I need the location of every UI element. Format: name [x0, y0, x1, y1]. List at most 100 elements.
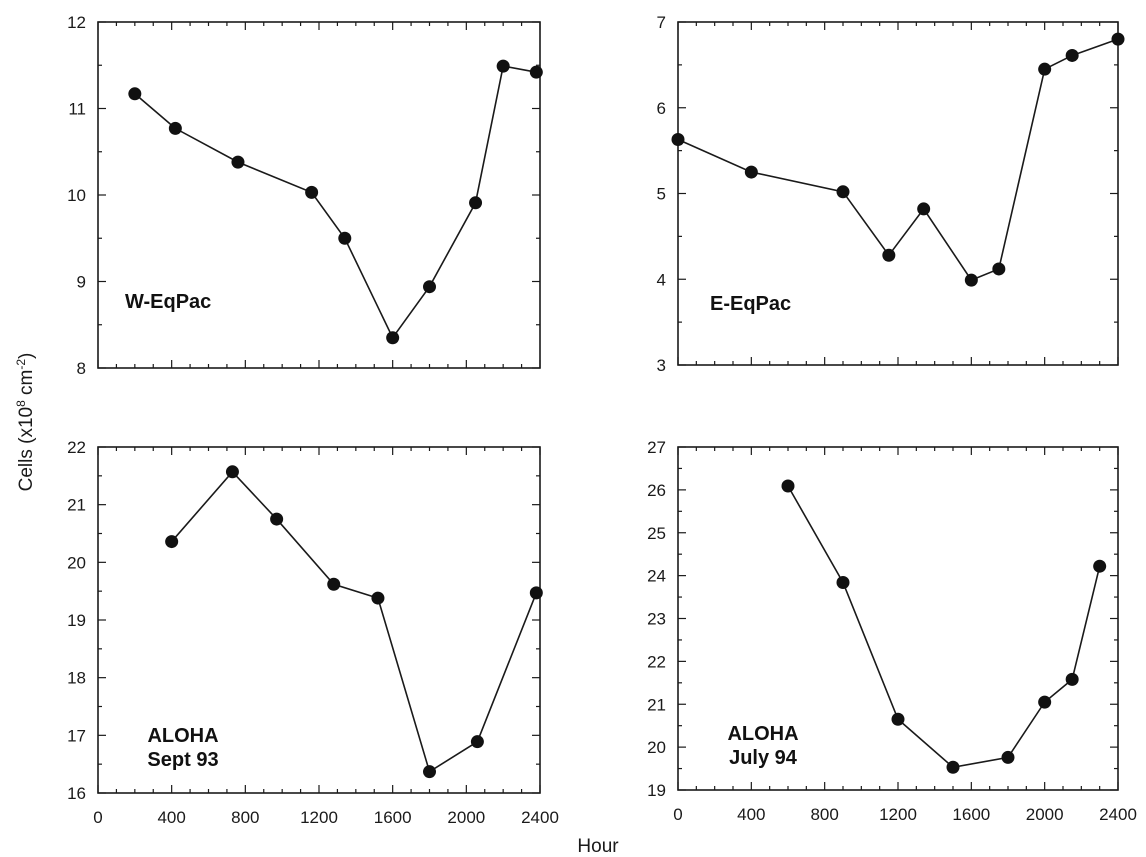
panel-label: July 94	[729, 747, 798, 769]
y-axis-title-unit-exp: -2	[14, 359, 28, 370]
data-point	[1111, 32, 1125, 46]
panel-label: ALOHA	[147, 725, 218, 747]
panel-top-left: 8 9 10 11 12 W-EqPac	[67, 13, 543, 378]
y-tick-label: 19	[67, 611, 86, 630]
y-tick-label: 20	[67, 553, 86, 572]
data-point	[128, 87, 142, 101]
data-point	[882, 248, 896, 262]
data-point	[836, 185, 850, 199]
series-line	[677, 38, 1119, 282]
data-point	[371, 591, 385, 605]
x-tick-label: 800	[231, 808, 259, 827]
data-point	[917, 202, 931, 216]
y-tick-label: 24	[647, 567, 666, 586]
x-tick-label: 800	[810, 805, 838, 824]
y-tick-label: 8	[77, 359, 86, 378]
x-tick-label: 1200	[300, 808, 338, 827]
data-point	[529, 65, 543, 79]
x-tick-label: 0	[673, 805, 682, 824]
panel-label: W-EqPac	[125, 291, 211, 313]
data-point	[1038, 62, 1052, 76]
data-point	[225, 465, 239, 479]
y-tick-label: 22	[647, 652, 666, 671]
data-point	[836, 575, 850, 589]
y-tick-label: 17	[67, 726, 86, 745]
data-point	[386, 331, 400, 345]
data-point	[529, 586, 543, 600]
y-tick-label: 23	[647, 610, 666, 629]
data-point	[496, 59, 510, 73]
panel-bottom-right: 19 20 21 22 23 24 25 26 27 0 400 800 1200 1600 2000 240…	[647, 438, 1137, 824]
data-point	[1065, 48, 1079, 62]
y-tick-label: 25	[647, 524, 666, 543]
x-tick-label: 2400	[1099, 805, 1137, 824]
data-point	[781, 479, 795, 493]
data-point	[423, 280, 436, 294]
data-point	[1093, 559, 1107, 573]
x-tick-label: 2000	[447, 808, 485, 827]
panel-label: E-EqPac	[710, 293, 791, 315]
data-point	[671, 132, 685, 146]
data-point	[168, 121, 182, 135]
y-axis-title-close: )	[16, 353, 37, 359]
x-tick-label: 400	[157, 808, 185, 827]
data-point	[469, 196, 483, 210]
data-point	[1065, 672, 1079, 686]
y-tick-label: 20	[647, 738, 666, 757]
data-point	[964, 273, 978, 287]
panel-bottom-left: 16 17 18 19 20 21 22 0 400 800 1200 1600 2000 2400 ALO…	[67, 438, 559, 827]
y-tick-label: 9	[77, 273, 86, 292]
y-tick-label: 4	[657, 270, 666, 289]
x-tick-label: 1200	[879, 805, 917, 824]
data-point	[891, 712, 905, 726]
data-point	[470, 735, 484, 749]
data-point	[338, 231, 352, 245]
panel-top-right: 3 4 5 6 7 E-EqPac	[657, 13, 1125, 375]
data-point	[231, 155, 245, 169]
y-axis-title: Cells (x108 cm-2)	[14, 353, 37, 492]
y-tick-label: 12	[67, 13, 86, 32]
y-tick-label: 22	[67, 438, 86, 457]
y-tick-label: 10	[67, 186, 86, 205]
x-tick-label: 1600	[952, 805, 990, 824]
plot-frame	[97, 21, 541, 369]
data-point	[423, 765, 436, 779]
y-tick-label: 21	[647, 695, 666, 714]
x-axis-title: Hour	[577, 836, 619, 857]
y-tick-label: 11	[68, 100, 86, 119]
y-tick-label: 6	[657, 99, 666, 118]
y-tick-label: 7	[657, 13, 666, 32]
y-tick-label: 27	[647, 438, 666, 457]
x-tick-label: 2400	[521, 808, 559, 827]
y-tick-label: 16	[67, 784, 86, 803]
x-tick-label: 0	[93, 808, 102, 827]
data-point	[165, 535, 179, 549]
panel-label: Sept 93	[147, 749, 218, 771]
series-line	[134, 65, 537, 340]
panel-label: ALOHA	[727, 723, 798, 745]
y-tick-label: 26	[647, 481, 666, 500]
data-point	[992, 262, 1006, 276]
y-tick-label: 19	[647, 781, 666, 800]
y-axis-title-unit: cm	[16, 370, 37, 401]
x-tick-label: 2000	[1026, 805, 1064, 824]
data-point	[744, 165, 758, 179]
data-point	[1038, 695, 1052, 709]
data-point	[270, 512, 284, 526]
y-tick-label: 21	[67, 496, 86, 515]
data-point	[1001, 750, 1015, 764]
y-axis-title-exp: 8	[14, 400, 28, 407]
y-tick-label: 3	[657, 356, 666, 375]
y-axis-title-main: Cells (x10	[16, 407, 37, 491]
data-point	[327, 577, 341, 591]
series-line	[787, 485, 1101, 769]
data-point	[946, 760, 960, 774]
x-tick-label: 1600	[374, 808, 412, 827]
x-tick-label: 400	[737, 805, 765, 824]
y-tick-label: 18	[67, 669, 86, 688]
y-tick-label: 5	[657, 185, 666, 204]
data-point	[305, 185, 319, 199]
series-line	[171, 470, 538, 773]
panels-group: 8 9 10 11 12 W-EqPac 3 4 5 6 7 E-EqPac 16 17 18 19 20 21 2…	[67, 13, 1137, 827]
